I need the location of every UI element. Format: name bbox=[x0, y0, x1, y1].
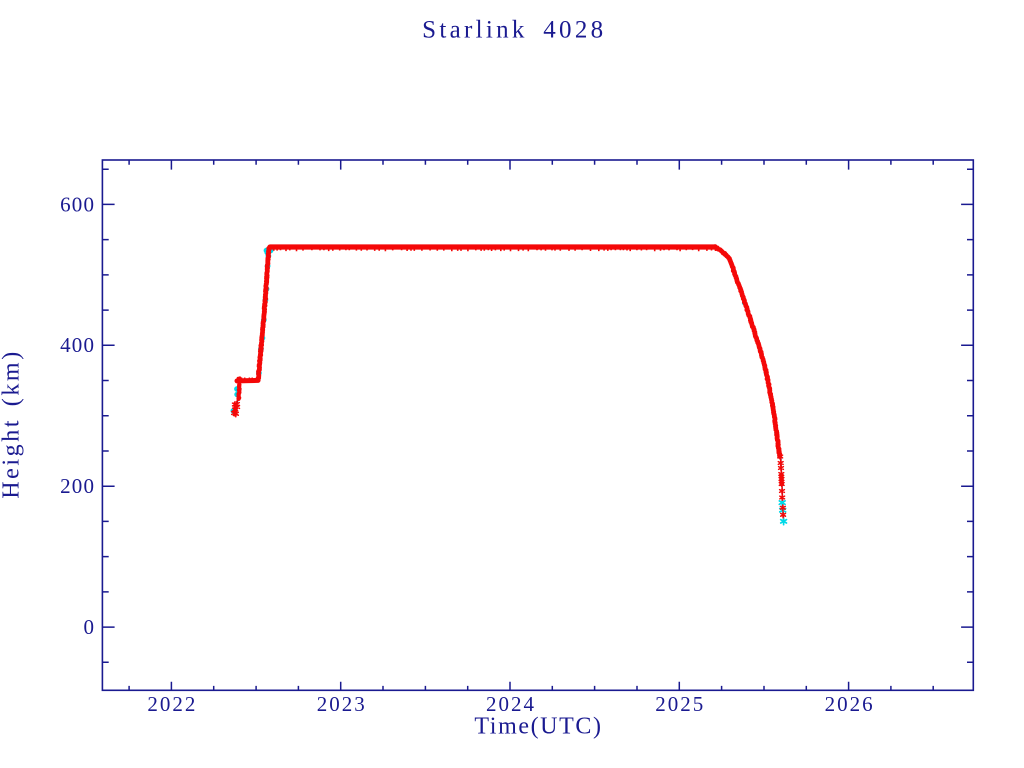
svg-text:600: 600 bbox=[60, 192, 95, 216]
svg-text:2024: 2024 bbox=[486, 692, 536, 716]
svg-text:400: 400 bbox=[60, 333, 95, 357]
svg-text:200: 200 bbox=[60, 474, 95, 498]
svg-text:2023: 2023 bbox=[317, 692, 367, 716]
svg-text:Height (km): Height (km) bbox=[0, 349, 25, 499]
svg-text:Time(UTC): Time(UTC) bbox=[474, 714, 602, 740]
svg-text:2026: 2026 bbox=[825, 692, 875, 716]
svg-text:2022: 2022 bbox=[147, 692, 197, 716]
svg-text:2025: 2025 bbox=[655, 692, 705, 716]
svg-text:Starlink 4028: Starlink 4028 bbox=[422, 17, 606, 44]
svg-text:0: 0 bbox=[83, 615, 95, 639]
